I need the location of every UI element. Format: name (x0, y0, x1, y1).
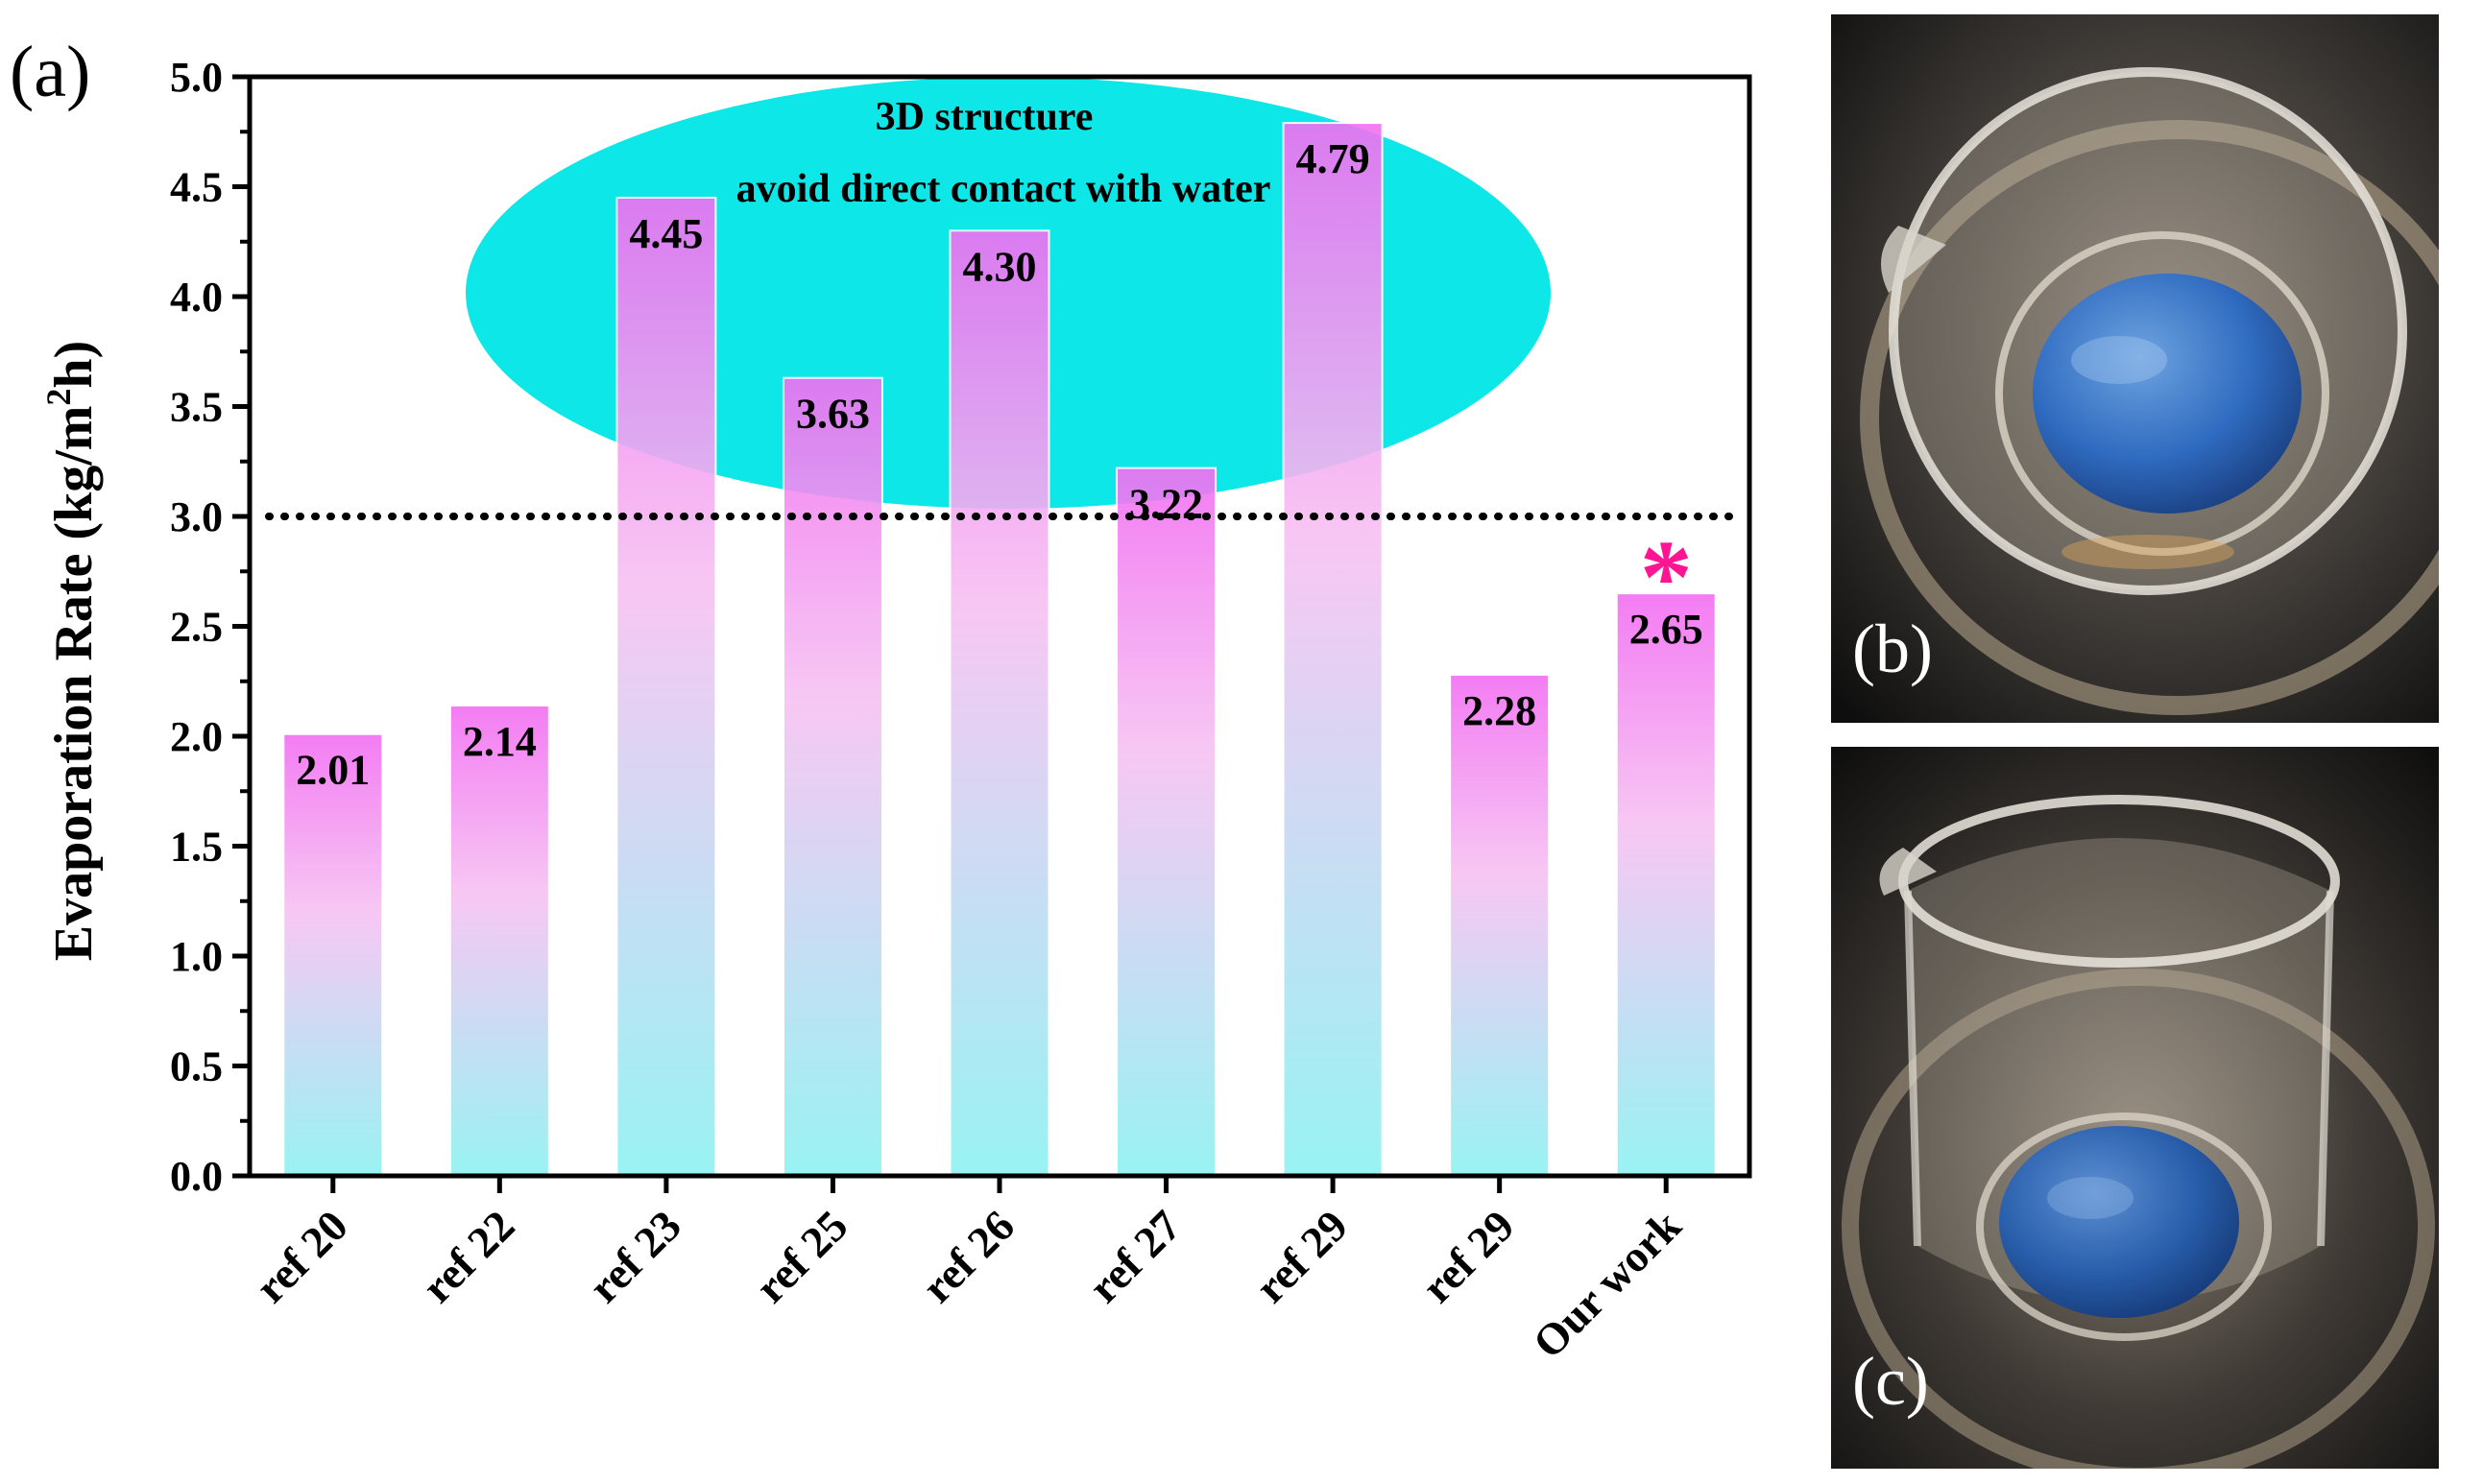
x-tick-label-0: ref 20 (246, 1201, 357, 1312)
beaker-hydrogel-photo-icon (1831, 14, 2439, 723)
photo-panel-c: (c) (1831, 747, 2439, 1469)
x-tick-label-7: ref 29 (1412, 1201, 1524, 1312)
value-label-1: 2.14 (463, 718, 537, 765)
y-tick-label-5: 2.5 (170, 604, 223, 651)
x-axis: ref 20 ref 22 ref 23 ref 25 ref 26 ref 27 ref … (246, 1176, 1691, 1368)
value-label-2: 4.45 (629, 210, 703, 257)
x-tick-label-5: ref 27 (1079, 1201, 1191, 1312)
y-axis-title: Evaporation Rate (kg/m2h) (39, 341, 104, 961)
panel-label-a: (a) (10, 32, 90, 112)
panel-label-b: (b) (1852, 610, 1933, 687)
bar-4 (949, 229, 1050, 1178)
bar-1 (448, 704, 550, 1177)
x-tick-label-6: ref 29 (1245, 1201, 1357, 1312)
y-tick-label-2: 1.0 (170, 933, 223, 980)
bar-7 (1449, 673, 1551, 1177)
bar-0 (282, 732, 384, 1178)
value-label-7: 2.28 (1462, 687, 1536, 734)
y-axis: 0.0 0.5 1.0 1.5 2.0 2.5 3.0 3.5 4.0 4.5 5.0 (170, 54, 250, 1200)
x-tick-label-2: ref 23 (579, 1201, 690, 1312)
x-tick-label-4: ref 26 (912, 1201, 1024, 1312)
annotation-line-2: avoid direct contact with water (736, 167, 1271, 211)
value-label-4: 4.30 (963, 243, 1037, 290)
value-label-3: 3.63 (796, 391, 870, 438)
x-tick-label-1: ref 22 (413, 1201, 524, 1312)
y-tick-label-0: 0.0 (170, 1153, 223, 1200)
y-tick-label-3: 1.5 (170, 824, 223, 871)
annotation-line-1: 3D structure (876, 95, 1094, 139)
value-labels-layer: 2.01 2.14 4.45 3.63 4.30 3.22 4.79 2.28 2.65 (296, 135, 1702, 794)
value-label-0: 2.01 (296, 747, 370, 794)
bar-chart: 3D structure avoid direct contact with w… (10, 32, 1752, 1368)
bar-2 (615, 196, 717, 1177)
x-tick-label-8: Our work (1524, 1201, 1691, 1368)
y-tick-label-9: 4.5 (170, 164, 223, 211)
panel-label-c: (c) (1852, 1343, 1929, 1420)
x-tick-label-3: ref 25 (746, 1201, 857, 1312)
y-tick-label-7: 3.5 (170, 384, 223, 431)
bar-5 (1116, 467, 1217, 1177)
bar-6 (1282, 122, 1384, 1178)
y-tick-label-10: 5.0 (170, 54, 223, 101)
value-label-8: 2.65 (1629, 606, 1703, 653)
value-label-5: 3.22 (1129, 481, 1203, 528)
beaker-hydrogel-photo-icon (1831, 747, 2439, 1469)
value-label-6: 4.79 (1296, 135, 1370, 182)
highlight-asterisk: * (1640, 518, 1693, 635)
y-tick-label-1: 0.5 (170, 1043, 223, 1090)
y-tick-label-4: 2.0 (170, 713, 223, 760)
bar-3 (782, 376, 883, 1178)
y-tick-label-8: 4.0 (170, 274, 223, 321)
photo-panel-b: (b) (1831, 14, 2439, 723)
y-tick-label-6: 3.0 (170, 493, 223, 540)
bars-layer (282, 122, 1717, 1178)
bar-8 (1615, 592, 1717, 1177)
